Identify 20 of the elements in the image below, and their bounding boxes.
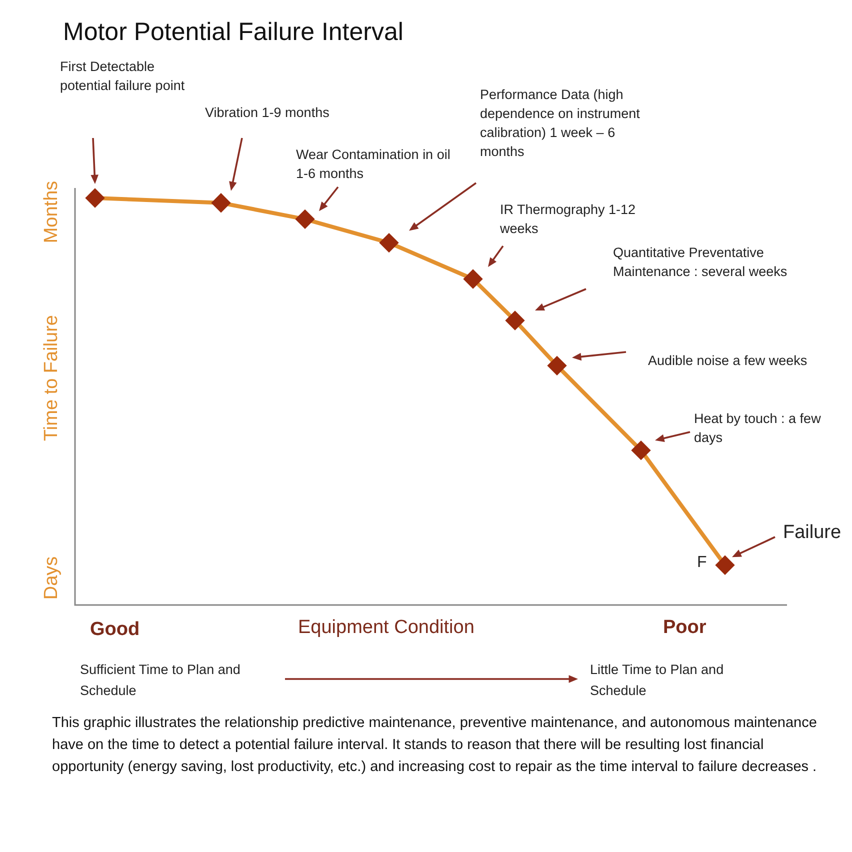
annotation: Heat by touch : a few days [694, 410, 822, 447]
text: Months [40, 180, 63, 244]
annotation: Failure [783, 521, 842, 544]
text: Wear Contamination in oil 1-6 months [296, 146, 452, 183]
text: Good [90, 618, 140, 642]
text: Poor [663, 616, 706, 640]
text: Little Time to Plan and Schedule [590, 661, 725, 700]
chart-title: Motor Potential Failure Interval [63, 17, 404, 48]
text: Days [40, 556, 63, 600]
text: Performance Data (high dependence on instrument calibration) 1 week – 6 months [480, 86, 641, 161]
annotation: Quantitative Preventative Maintenance : several weeks [613, 244, 788, 281]
text: Sufficient Time to Plan and Schedule [80, 661, 242, 700]
annotation: IR Thermography 1-12 weeks [500, 201, 637, 238]
annotation: Audible noise a few weeks [648, 352, 808, 370]
text: Vibration 1-9 months [205, 104, 330, 122]
y-axis-title: Time to Failure [40, 315, 63, 441]
x-axis-title: Equipment Condition [298, 616, 474, 640]
text: First Detectable potential failure point [60, 58, 185, 95]
annotation: F [697, 553, 708, 573]
text: This graphic illustrates the relationship predictive maintenance, preventive maintenance, and autonomous maintenance have on the time to detect a potential failure interval. It stands to reason that there will be resulting lost financial opportunity (energy saving, lost productivity, etc.) and increasing cost to repair as the time interval to failure decreases . [52, 714, 818, 777]
